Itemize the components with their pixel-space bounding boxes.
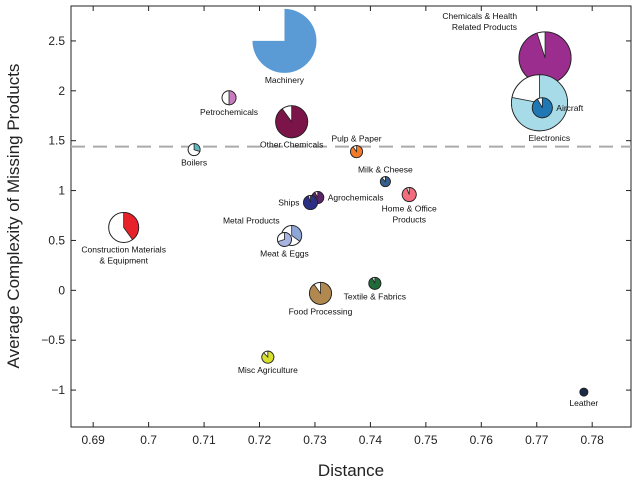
point-boilers: Boilers (181, 143, 207, 168)
point-label: & Equipment (99, 255, 148, 265)
x-tick-label: 0.71 (192, 433, 216, 447)
pie-slice (261, 350, 275, 364)
point-label: Pulp & Paper (331, 134, 381, 144)
x-axis-title: Distance (318, 461, 384, 480)
y-tick-label: −1 (51, 383, 65, 397)
point-label: Misc Agriculture (238, 365, 298, 375)
point-ships: Ships (278, 195, 319, 211)
pie-slice (368, 276, 382, 290)
pie-slice (228, 90, 237, 106)
pie-slice (303, 195, 318, 210)
point-misc-agriculture: Misc Agriculture (238, 350, 298, 375)
x-tick-label: 0.76 (470, 433, 494, 447)
pie-slice (277, 232, 292, 247)
pie-slice (291, 225, 303, 242)
x-tick-label: 0.75 (414, 433, 438, 447)
x-tick-label: 0.72 (248, 433, 272, 447)
point-label: Leather (569, 398, 598, 408)
pie-slice (379, 176, 391, 187)
x-tick-label: 0.74 (359, 433, 383, 447)
pie-slice (350, 145, 363, 158)
point-other-chemicals: Other Chemicals (260, 105, 323, 150)
point-meat-and-eggs: Meat & Eggs (260, 231, 309, 258)
point-construction-materials-and-equipment: Construction Materials& Equipment (81, 211, 166, 265)
pie-slice (252, 8, 317, 73)
point-milk-and-cheese: Milk & Cheese (358, 165, 413, 188)
point-petrochemicals: Petrochemicals (200, 90, 258, 117)
y-tick-label: 2 (58, 84, 65, 98)
pie-slice (193, 143, 201, 153)
pie-slice (579, 387, 589, 397)
point-machinery: Machinery (252, 8, 317, 85)
point-label: Petrochemicals (200, 107, 258, 117)
pie-slice (309, 281, 332, 305)
y-axis-ticks: −1 −0.5 0 0.5 1 1.5 2 2.5 (41, 34, 631, 397)
x-tick-label: 0.69 (81, 433, 105, 447)
point-label: Chemicals & Health (442, 11, 517, 21)
point-label: Metal Products (223, 215, 280, 225)
y-tick-label: 2.5 (48, 34, 65, 48)
point-textile-and-fabrics: Textile & Fabrics (344, 276, 406, 301)
point-label: Other Chemicals (260, 140, 323, 150)
point-label: Meat & Eggs (260, 248, 309, 258)
point-label: Boilers (181, 158, 207, 168)
point-food-processing: Food Processing (289, 281, 353, 316)
point-label: Products (392, 215, 426, 225)
pie-slice (401, 187, 417, 202)
pie-slice (123, 212, 139, 241)
point-label: Machinery (265, 75, 305, 85)
point-agrochemicals: Agrochemicals (311, 191, 384, 205)
point-leather: Leather (569, 387, 598, 408)
pie-slice (275, 105, 309, 139)
y-tick-label: −0.5 (41, 333, 65, 347)
point-label: Milk & Cheese (358, 165, 413, 175)
point-label: Electronics (529, 133, 571, 143)
y-axis-title: Average Complexity of Missing Products (4, 64, 23, 369)
point-label: Ships (278, 198, 299, 208)
point-pulp-and-paper: Pulp & Paper (331, 134, 382, 159)
x-axis-ticks: 0.69 0.7 0.71 0.72 0.73 0.74 0.75 0.76 0.77 0.78 (81, 6, 604, 447)
point-label: Food Processing (289, 306, 353, 316)
point-label: Construction Materials (81, 244, 166, 254)
point-label: Textile & Fabrics (344, 291, 406, 301)
point-label: Home & Office (382, 204, 437, 214)
y-tick-label: 1 (58, 184, 65, 198)
y-tick-label: 1.5 (48, 134, 65, 148)
pie-slice (511, 74, 568, 132)
x-tick-label: 0.73 (303, 433, 327, 447)
x-tick-label: 0.77 (525, 433, 549, 447)
plot-area: 0.69 0.7 0.71 0.72 0.73 0.74 0.75 0.76 0.77 0.78 … (41, 5, 632, 447)
point-label: Related Products (452, 22, 517, 32)
y-tick-label: 0.5 (48, 233, 65, 247)
point-label: Aircraft (556, 103, 584, 113)
y-tick-label: 0 (58, 283, 65, 297)
point-label: Agrochemicals (328, 193, 384, 203)
x-tick-label: 0.7 (140, 433, 157, 447)
point-aircraft: Aircraft (531, 97, 584, 119)
x-tick-label: 0.78 (581, 433, 605, 447)
pie-slice (531, 97, 553, 119)
